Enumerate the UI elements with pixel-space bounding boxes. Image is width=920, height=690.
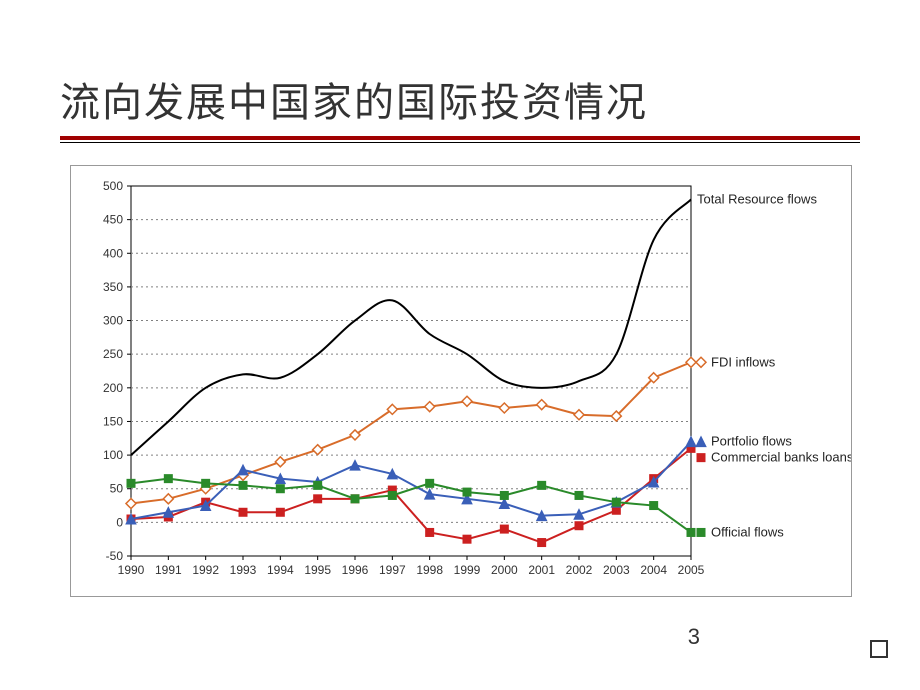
svg-text:Total Resource flows: Total Resource flows <box>697 191 817 206</box>
page-number: 3 <box>688 624 700 650</box>
svg-text:1993: 1993 <box>230 563 257 577</box>
svg-text:2005: 2005 <box>678 563 705 577</box>
svg-text:Official flows: Official flows <box>711 524 784 539</box>
svg-text:1991: 1991 <box>155 563 182 577</box>
title-underline-black <box>60 142 860 143</box>
svg-text:0: 0 <box>116 515 123 529</box>
svg-text:250: 250 <box>103 347 123 361</box>
svg-text:2004: 2004 <box>640 563 667 577</box>
svg-text:Portfolio flows: Portfolio flows <box>711 434 792 449</box>
chart-svg: -50 0 50 100 150 200 250 300 350 400 450 500 1990 199… <box>71 166 851 596</box>
svg-text:2003: 2003 <box>603 563 630 577</box>
svg-text:150: 150 <box>103 414 123 428</box>
svg-text:1996: 1996 <box>342 563 369 577</box>
slide: 流向发展中国家的国际投资情况 -50 0 50 100 150 200 250 300 350 4… <box>0 0 920 690</box>
svg-text:450: 450 <box>103 213 123 227</box>
svg-text:2000: 2000 <box>491 563 518 577</box>
svg-text:1997: 1997 <box>379 563 406 577</box>
title-underline-red <box>60 136 860 140</box>
svg-text:1994: 1994 <box>267 563 294 577</box>
svg-text:200: 200 <box>103 381 123 395</box>
svg-text:Commercial banks loans: Commercial banks loans <box>711 450 851 465</box>
slide-title: 流向发展中国家的国际投资情况 <box>60 70 860 128</box>
svg-text:2002: 2002 <box>566 563 593 577</box>
svg-text:-50: -50 <box>106 549 124 563</box>
svg-text:FDI inflows: FDI inflows <box>711 354 776 369</box>
chart-frame: -50 0 50 100 150 200 250 300 350 400 450 500 1990 199… <box>70 165 852 597</box>
svg-text:1998: 1998 <box>416 563 443 577</box>
svg-text:400: 400 <box>103 246 123 260</box>
svg-text:2001: 2001 <box>528 563 555 577</box>
svg-text:300: 300 <box>103 314 123 328</box>
svg-text:1999: 1999 <box>454 563 481 577</box>
svg-text:1992: 1992 <box>192 563 219 577</box>
svg-text:50: 50 <box>110 482 124 496</box>
svg-text:1995: 1995 <box>304 563 331 577</box>
corner-decoration-icon <box>870 640 888 658</box>
svg-text:100: 100 <box>103 448 123 462</box>
title-block: 流向发展中国家的国际投资情况 <box>60 70 860 143</box>
svg-text:1990: 1990 <box>118 563 145 577</box>
svg-text:500: 500 <box>103 179 123 193</box>
svg-text:350: 350 <box>103 280 123 294</box>
